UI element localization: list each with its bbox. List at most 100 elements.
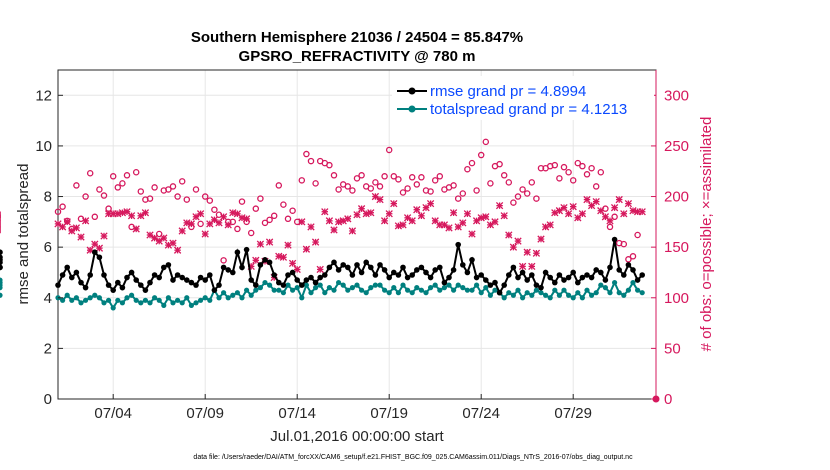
legend-spread-label: totalspread grand pr = 4.1213 (430, 101, 627, 118)
obs-possible-point (73, 182, 80, 189)
obs-possible-point (59, 203, 66, 210)
obs-possible-point (385, 146, 393, 154)
totalspread-point (280, 290, 286, 296)
totalspread-point (239, 295, 245, 301)
obs-possible-point (220, 257, 227, 264)
obs-assimilated-point (417, 212, 426, 220)
totalspread-point (441, 285, 447, 291)
obs-possible-point (592, 183, 600, 190)
chart-subtitle: GPSRO_REFRACTIVITY @ 780 m (239, 48, 476, 65)
rmse-point (188, 279, 195, 286)
totalspread-point (303, 282, 309, 288)
totalspread-point (409, 290, 415, 296)
obs-assimilated-point (555, 207, 564, 215)
totalspread-point (593, 290, 599, 296)
rmse-point (257, 262, 264, 268)
rmse-point (423, 269, 429, 276)
rmse-point (197, 274, 204, 281)
obs-assimilated-point (560, 204, 568, 212)
rmse-point (303, 277, 310, 283)
obs-possible-point (477, 151, 485, 159)
obs-assimilated-point (298, 218, 306, 226)
totalspread-point (64, 292, 70, 298)
obs-possible-point (344, 183, 352, 190)
rmse-point (289, 269, 296, 276)
obs-assimilated-point (523, 248, 531, 256)
totalspread-point (225, 295, 231, 301)
obs-possible-point (330, 172, 338, 179)
totalspread-point (294, 285, 300, 291)
obs-possible-point (611, 213, 618, 221)
rmse-point (478, 272, 485, 278)
obs-possible-point (155, 230, 163, 238)
totalspread-point (598, 282, 604, 288)
obs-possible-point (464, 165, 471, 173)
totalspread-point (418, 287, 424, 293)
obs-possible-point (114, 184, 122, 191)
obs-possible-point (257, 195, 264, 202)
rmse-point (184, 277, 190, 283)
obs-possible-point (418, 174, 425, 181)
obs-possible-point (326, 161, 333, 169)
obs-possible-point (137, 188, 145, 195)
chart-title: Southern Hemisphere 21036 / 24504 = 85.8… (191, 29, 523, 46)
y-right-tick-label: 250 (664, 138, 689, 155)
y-tick-label: 8 (44, 189, 52, 206)
obs-assimilated-point (178, 227, 186, 235)
rmse-point (400, 264, 406, 271)
obs-possible-point (381, 173, 388, 180)
y-tick-label: 0 (44, 391, 52, 408)
rmse-point (533, 282, 540, 288)
totalspread-point (276, 287, 282, 293)
obs-assimilated-point (532, 249, 541, 257)
rmse-point (519, 269, 526, 276)
rmse-point (446, 274, 452, 281)
obs-assimilated-point (81, 217, 90, 225)
totalspread-point (0, 279, 3, 286)
rmse-point (625, 262, 632, 268)
obs-assimilated-point (325, 217, 334, 225)
totalspread-point (639, 290, 645, 296)
rmse-point (243, 246, 250, 253)
obs-possible-point (206, 197, 214, 204)
totalspread-point (524, 290, 530, 296)
obs-assimilated-point (367, 209, 375, 217)
totalspread-point (405, 287, 411, 293)
obs-possible-point (275, 182, 283, 189)
obs-assimilated-point (302, 245, 311, 253)
obs-possible-point (487, 180, 494, 187)
obs-possible-point (505, 179, 513, 186)
rmse-point (414, 267, 420, 273)
rmse-point (464, 269, 471, 276)
totalspread-point (368, 285, 374, 291)
obs-possible-point (500, 172, 508, 179)
rmse-point (82, 284, 89, 291)
rmse-point (607, 264, 613, 271)
totalspread-point (432, 282, 438, 288)
obs-possible-point (367, 185, 375, 192)
obs-assimilated-point (256, 240, 265, 248)
rmse-point (473, 274, 480, 281)
rmse-point (280, 282, 287, 288)
y-tick-label: 10 (35, 138, 52, 155)
rmse-point (248, 277, 254, 283)
rmse-point (598, 269, 604, 276)
rmse-point (561, 277, 567, 283)
rmse-point (524, 277, 530, 283)
totalspread-point (230, 292, 236, 298)
obs-possible-point (266, 216, 273, 224)
obs-possible-point (312, 180, 319, 187)
rmse-point (437, 264, 443, 271)
rmse-point (55, 282, 61, 288)
obs-possible-point (459, 190, 467, 197)
rmse-point (271, 272, 278, 278)
totalspread-point (124, 295, 130, 301)
rmse-point (220, 264, 227, 271)
obs-assimilated-point (279, 253, 288, 261)
rmse-point (593, 267, 599, 273)
obs-possible-point (238, 198, 246, 205)
totalspread-point (262, 279, 268, 286)
obs-possible-point (201, 193, 209, 200)
totalspread-point (0, 285, 3, 291)
rmse-point (455, 241, 462, 248)
